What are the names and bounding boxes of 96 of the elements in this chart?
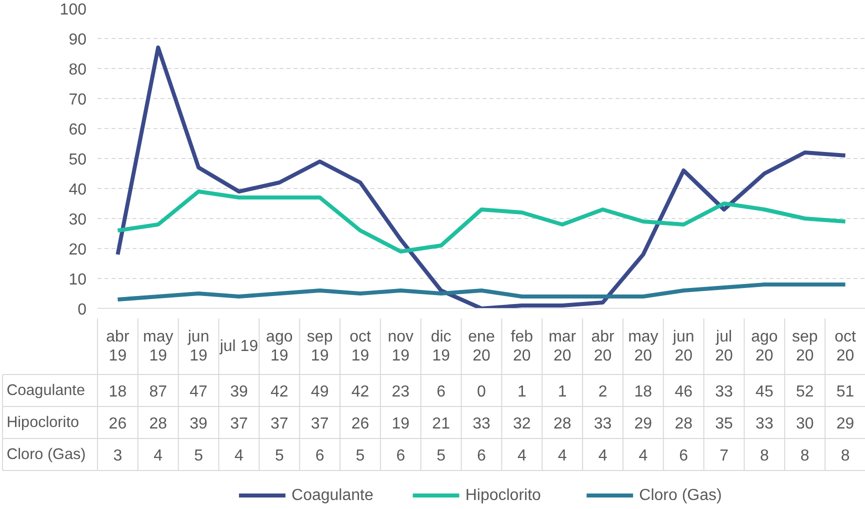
text: Cloro (Gas) [6, 446, 86, 463]
data-label: 46 [674, 384, 693, 400]
data-label: 28 [149, 416, 168, 432]
y-tick-label: 40 [68, 182, 87, 198]
data-label: 4 [598, 448, 608, 464]
data-label: 26 [108, 416, 127, 432]
x-tick-label: feb 20 [510, 328, 534, 364]
text: Coagulante [6, 382, 85, 399]
x-tick-label: nov 19 [388, 328, 414, 364]
data-label: 42 [270, 384, 288, 400]
x-tick-label: mar 20 [548, 328, 577, 364]
data-label: 28 [674, 416, 693, 432]
x-tick-label: jun 19 [186, 328, 210, 364]
y-tick-label: 60 [68, 122, 87, 138]
data-label: 8 [840, 448, 850, 464]
data-label: 33 [715, 384, 734, 400]
data-label: 29 [836, 416, 854, 432]
data-label: 52 [796, 384, 814, 400]
x-tick-label: jul 19 [218, 338, 258, 355]
x-tick-label: may 20 [628, 328, 658, 364]
data-label: 39 [190, 416, 208, 432]
data-label: 29 [634, 416, 652, 432]
data-label: 19 [392, 416, 410, 432]
data-label: 6 [679, 448, 688, 464]
data-label: 37 [270, 416, 288, 432]
data-label: 35 [715, 416, 734, 432]
x-tick-label: may 19 [143, 328, 174, 364]
x-tick-label: oct 19 [350, 328, 372, 364]
data-label: 7 [720, 448, 729, 464]
data-label: 4 [558, 448, 567, 464]
x-tick-label: jul 20 [715, 328, 734, 364]
data-label: 33 [472, 416, 490, 432]
y-tick-label: 80 [68, 62, 87, 78]
data-label: 21 [432, 416, 450, 432]
data-label: 39 [230, 384, 248, 400]
x-tick-label: abr 19 [106, 328, 130, 364]
data-label: 30 [796, 416, 814, 432]
legend-label: Hipoclorito [465, 487, 542, 504]
data-label: 45 [756, 384, 774, 400]
data-label: 4 [154, 448, 163, 464]
data-label: 2 [598, 384, 608, 400]
y-tick-label: 50 [68, 152, 87, 168]
data-label: 32 [513, 416, 531, 432]
data-label: 47 [190, 384, 208, 400]
x-tick-label: ago 19 [266, 328, 293, 364]
data-label: 18 [108, 384, 127, 400]
x-tick-label: sep 20 [792, 328, 818, 364]
data-label: 33 [594, 416, 612, 432]
y-tick-label: 0 [78, 302, 87, 318]
x-tick-label: sep 19 [306, 328, 333, 364]
data-label: 6 [436, 384, 446, 400]
data-label: 4 [234, 448, 244, 464]
y-tick-label: 70 [68, 92, 87, 108]
data-label: 8 [760, 448, 769, 464]
data-label: 6 [315, 448, 324, 464]
data-label: 6 [477, 448, 486, 464]
x-tick-label: jun 20 [672, 328, 694, 364]
text: Hipoclorito [6, 414, 79, 431]
line-series [116, 190, 848, 254]
data-label: 5 [194, 448, 204, 464]
data-label: 3 [113, 448, 122, 464]
y-tick-label: 30 [68, 212, 87, 228]
data-label: 4 [517, 448, 526, 464]
data-label: 23 [392, 384, 410, 400]
data-label: 37 [310, 416, 329, 432]
data-label: 8 [800, 448, 810, 464]
data-label: 51 [836, 384, 854, 400]
line-series [116, 282, 848, 302]
data-label: 33 [756, 416, 774, 432]
data-label: 0 [477, 384, 486, 400]
line-series [116, 46, 848, 308]
data-label: 1 [558, 384, 567, 400]
data-label: 1 [517, 384, 526, 400]
data-label: 5 [356, 448, 365, 464]
x-tick-label: dic 19 [430, 328, 452, 364]
data-label: 26 [351, 416, 370, 432]
x-tick-label: abr 20 [591, 328, 615, 364]
legend-label: Cloro (Gas) [639, 487, 722, 504]
data-label: 5 [436, 448, 446, 464]
x-tick-label: ene 20 [468, 328, 495, 364]
data-label: 6 [396, 448, 406, 464]
data-label: 49 [310, 384, 329, 400]
x-tick-label: oct 20 [834, 328, 857, 364]
legend-label: Coagulante [292, 487, 374, 504]
data-label: 42 [351, 384, 370, 400]
y-tick-label: 10 [68, 272, 87, 288]
data-label: 5 [274, 448, 284, 464]
data-label: 37 [230, 416, 248, 432]
y-tick-label: 100 [60, 2, 87, 18]
data-label: 4 [638, 448, 648, 464]
data-label: 87 [149, 384, 168, 400]
data-label: 28 [553, 416, 572, 432]
x-tick-label: ago 20 [751, 328, 778, 364]
y-tick-label: 90 [68, 32, 87, 48]
data-label: 18 [634, 384, 652, 400]
y-tick-label: 20 [68, 242, 87, 258]
